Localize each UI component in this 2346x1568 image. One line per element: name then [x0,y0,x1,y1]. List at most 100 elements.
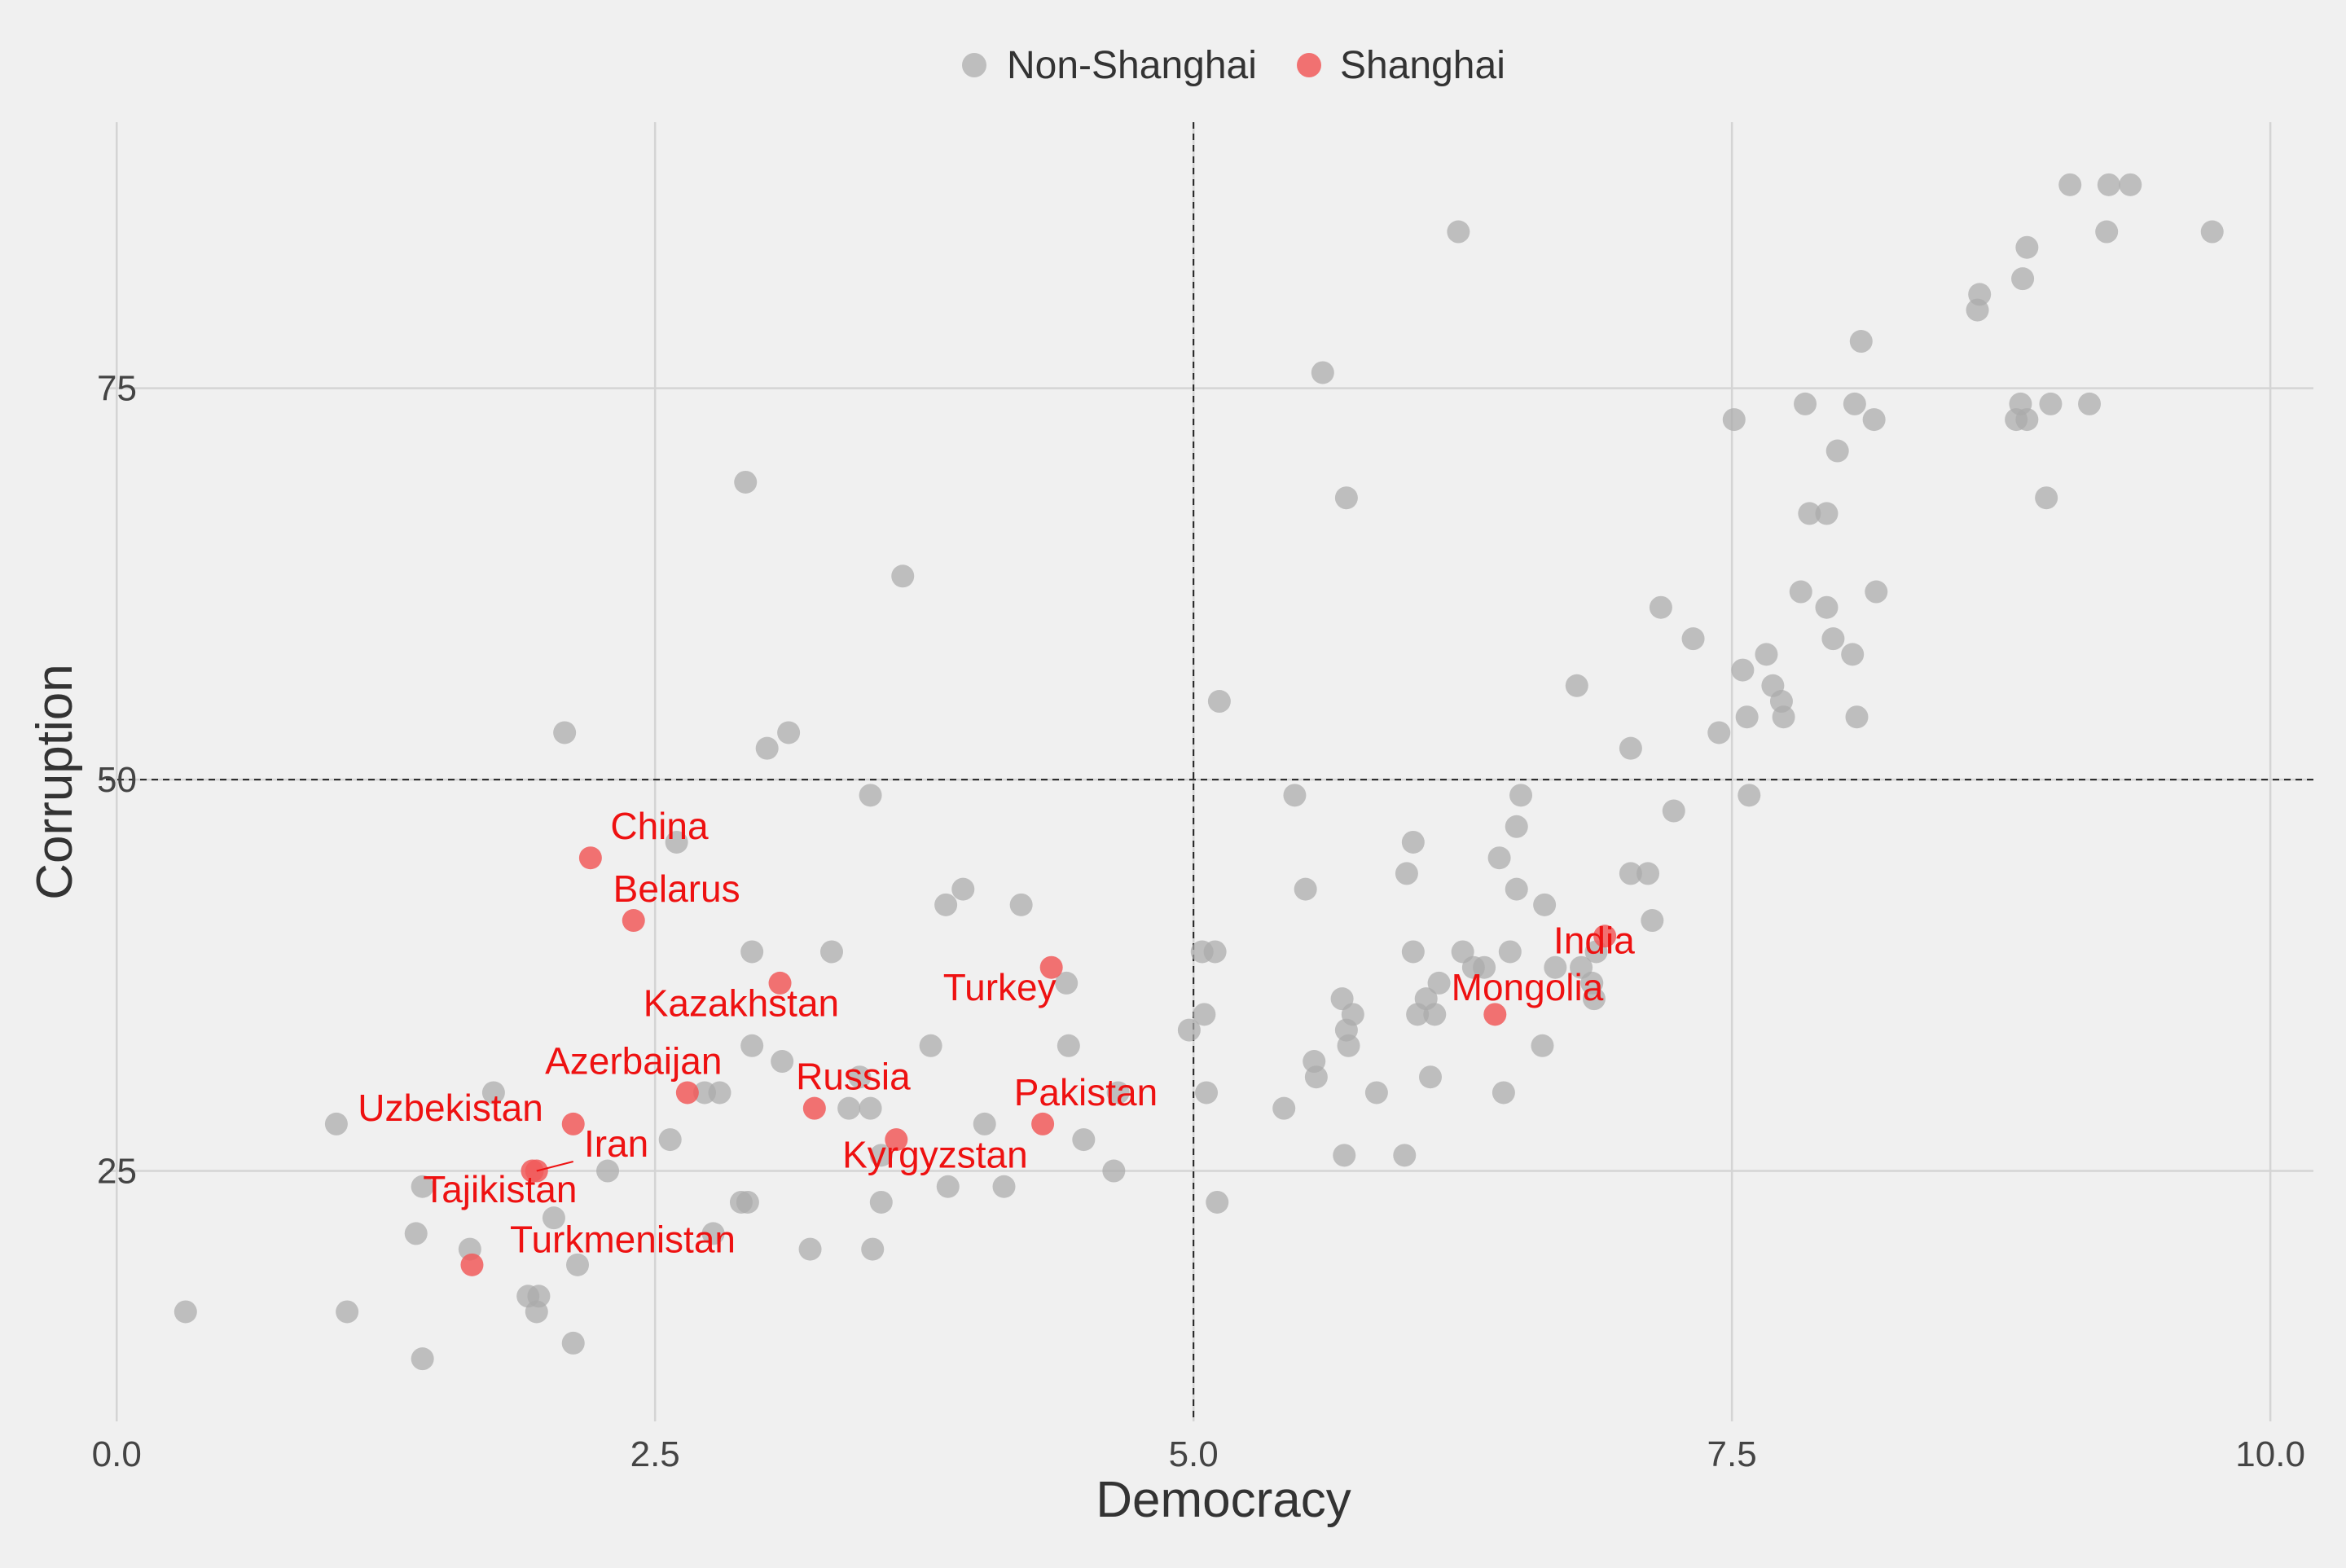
non-shanghai-point [1401,830,1425,854]
non-shanghai-point [542,1206,565,1230]
non-shanghai-point [1738,784,1761,807]
non-shanghai-point [174,1300,197,1324]
non-shanghai-point [2078,392,2102,415]
non-shanghai-point [2097,173,2120,196]
non-shanghai-point [837,1096,861,1120]
non-shanghai-point [404,1222,428,1245]
non-shanghai-point [1681,627,1705,651]
shanghai-point [1039,955,1063,979]
non-shanghai-point [869,1190,893,1214]
non-shanghai-point [1865,580,1888,604]
non-shanghai-point [1843,392,1866,415]
shanghai-point [675,1081,699,1105]
shanghai-point [1031,1112,1055,1135]
non-shanghai-point [1735,705,1759,729]
non-shanghai-point [411,1347,434,1371]
non-shanghai-point [736,1190,759,1214]
non-shanghai-point [1009,893,1033,916]
non-shanghai-point [1473,955,1496,979]
non-shanghai-point [1492,1081,1515,1105]
point-label: Russia [796,1056,911,1098]
non-shanghai-point [951,877,975,901]
non-shanghai-point [798,1237,822,1261]
non-shanghai-point [1531,1034,1554,1057]
non-shanghai-point [819,940,843,964]
non-shanghai-point [973,1112,996,1135]
non-shanghai-point [658,1128,682,1152]
non-shanghai-point [1825,439,1849,463]
non-shanghai-point [869,1144,893,1167]
non-shanghai-point [891,564,915,588]
non-shanghai-point [481,1081,505,1105]
non-shanghai-point [1794,392,1817,415]
non-shanghai-point [1662,799,1685,823]
y-tick-label: 75 [97,369,137,409]
x-tick-label: 0.0 [92,1434,142,1474]
non-shanghai-point [1487,846,1511,870]
legend-marker[interactable] [1297,53,1321,77]
non-shanghai-point [1207,690,1231,714]
point-label: China [610,805,709,847]
non-shanghai-point [1505,815,1528,838]
non-shanghai-point [1636,862,1660,885]
non-shanghai-point [2039,392,2063,415]
point-label: Turkmenistan [510,1218,736,1260]
non-shanghai-point [1334,486,1358,510]
point-label: Pakistan [1014,1071,1158,1113]
legend-label[interactable]: Non-Shanghai [1007,44,1257,87]
point-label: Azerbaijan [545,1039,722,1082]
non-shanghai-point [1283,784,1307,807]
non-shanghai-point [1419,1065,1442,1089]
label-leader-line [536,1161,573,1172]
non-shanghai-point [1755,643,1778,666]
non-shanghai-point [740,1034,764,1057]
point-label: India [1553,919,1635,961]
x-tick-label: 5.0 [1169,1434,1219,1474]
non-shanghai-point [2011,267,2035,291]
legend-label[interactable]: Shanghai [1340,44,1505,87]
non-shanghai-point [992,1175,1016,1198]
non-shanghai-point [324,1112,348,1135]
non-shanghai-point [1203,940,1227,964]
non-shanghai-point [861,1237,885,1261]
non-shanghai-point [1722,408,1746,432]
non-shanghai-point [708,1081,731,1105]
x-tick-label: 7.5 [1707,1434,1757,1474]
non-shanghai-point [848,1065,872,1089]
non-shanghai-point [1364,1081,1388,1105]
shanghai-point [768,971,792,995]
shanghai-point [622,909,645,933]
point-label: Iran [584,1122,648,1165]
non-shanghai-point [701,1222,725,1245]
non-shanghai-point [1789,580,1812,604]
legend-marker[interactable] [962,53,986,77]
non-shanghai-point [1544,955,1567,979]
non-shanghai-point [336,1300,359,1324]
shanghai-point [885,1128,908,1152]
non-shanghai-point [1509,784,1533,807]
non-shanghai-point [1193,1003,1216,1026]
non-shanghai-point [2095,220,2119,244]
non-shanghai-point [665,830,688,854]
non-shanghai-point [1311,361,1334,384]
legend[interactable]: Non-Shanghai Shanghai [962,44,1505,87]
non-shanghai-point [1533,893,1557,916]
non-shanghai-point [1649,595,1672,619]
x-axis-title: Democracy [1096,1472,1351,1528]
non-shanghai-point [1447,220,1470,244]
non-shanghai-point [561,1331,585,1355]
non-shanghai-point [1619,736,1642,760]
non-shanghai-point [934,893,958,916]
non-shanghai-point [1106,1081,1130,1105]
non-shanghai-point [1968,283,1992,306]
non-shanghai-point [1401,940,1425,964]
point-label: Kazakhstan [644,982,839,1024]
non-shanghai-point [1619,862,1642,885]
non-shanghai-point [1055,971,1079,995]
non-shanghai-point [527,1285,551,1308]
non-shanghai-point [1333,1144,1356,1167]
non-shanghai-point [771,1050,794,1074]
non-shanghai-point [1423,1003,1447,1026]
non-shanghai-point [2200,220,2224,244]
